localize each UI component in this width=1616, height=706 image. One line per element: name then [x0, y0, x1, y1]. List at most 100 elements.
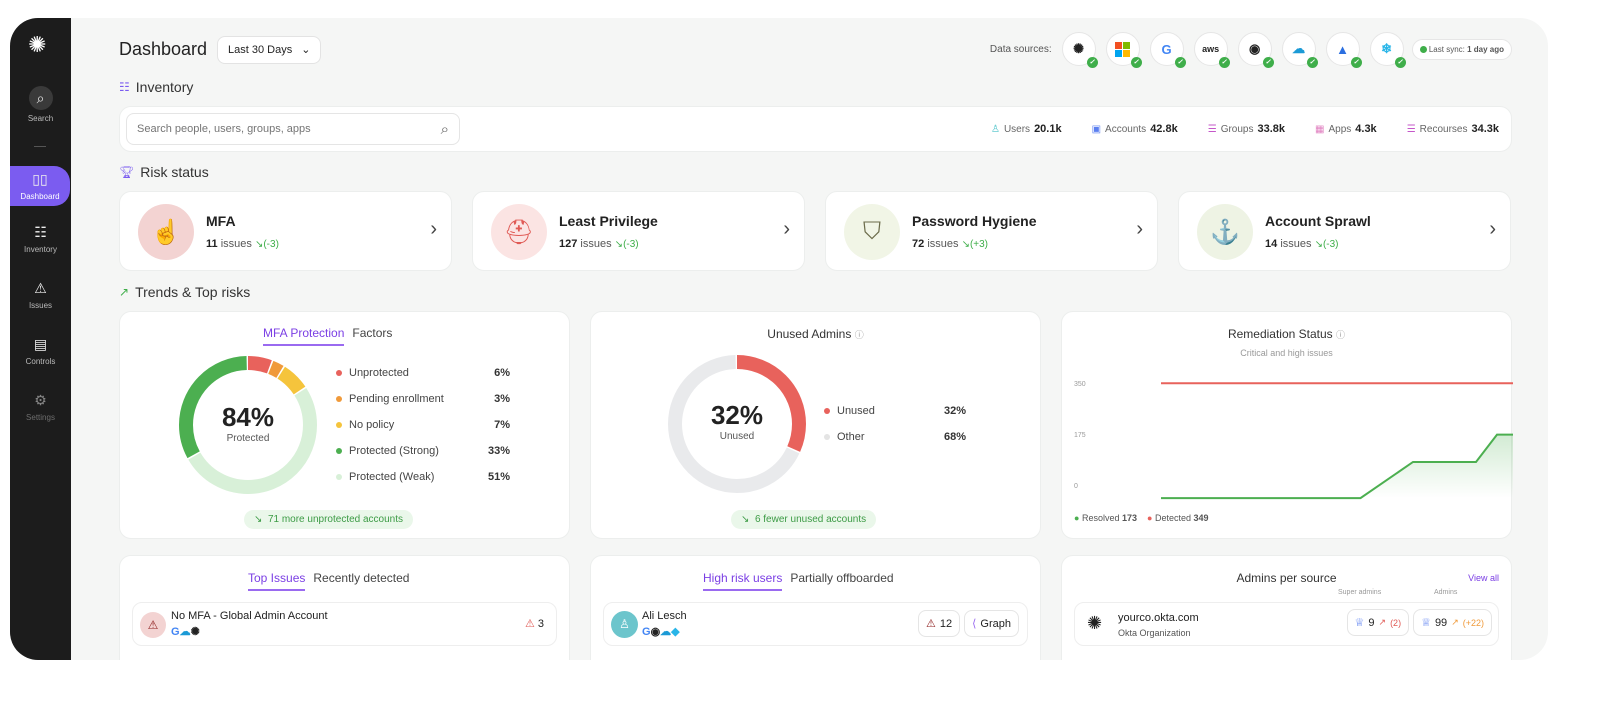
risk-title: Account Sprawl: [1265, 213, 1371, 229]
admins-badge[interactable]: ♕ 99 ↗ (+22): [1413, 609, 1492, 636]
donut-slice-unused[interactable]: [668, 355, 806, 493]
super-admins-badge[interactable]: ♕ 9 ↗ (2): [1346, 609, 1410, 636]
delta: (-3): [1322, 239, 1339, 250]
sidebar-item-controls[interactable]: ▤ Controls: [10, 336, 71, 366]
graph-button[interactable]: ⟨ Graph: [964, 610, 1019, 637]
account-icon: ▣: [1091, 123, 1102, 135]
okta-source-icon[interactable]: ✺ ✓: [1061, 32, 1098, 68]
inventory-stats: ♙ Users 20.1k ▣ Accounts 42.8k ☰ Groups 33.8k …: [991, 123, 1499, 135]
legend-dot-icon: [336, 396, 342, 402]
admins-per-source-card: Admins per source View all Super admins …: [1061, 555, 1512, 660]
gear-icon: ⚙: [34, 392, 47, 408]
legend-label: Pending enrollment: [349, 393, 444, 405]
info-icon[interactable]: ⓘ: [1336, 330, 1346, 340]
sidebar-item-settings[interactable]: ⚙ Settings: [10, 392, 71, 422]
card-subtitle: Critical and high issues: [1240, 348, 1333, 358]
legend-value: 32%: [943, 405, 966, 417]
stat-users[interactable]: ♙ Users 20.1k: [991, 123, 1062, 135]
stat-groups[interactable]: ☰ Groups 33.8k: [1208, 123, 1285, 135]
snowflake-source-icon[interactable]: ❄ ✓: [1369, 32, 1406, 68]
mfa-tabs: MFA Protection Factors: [263, 326, 392, 346]
shield-password-icon: ⛉: [844, 204, 900, 260]
graph-icon: ⟨: [972, 618, 977, 630]
crown-icon: ♕: [1354, 617, 1365, 629]
view-all-link[interactable]: View all: [1468, 573, 1499, 583]
user-row[interactable]: ♙ Ali Lesch G◉☁◆ ⚠ 12 ⟨ Graph: [603, 602, 1028, 646]
donut-slice-unprotected[interactable]: [179, 356, 317, 494]
tab-factors[interactable]: Factors: [352, 326, 393, 340]
sidebar-item-search[interactable]: ⌕ Search: [10, 86, 71, 123]
delta: (-3): [263, 239, 279, 250]
issues-badge[interactable]: ⚠ 12: [918, 610, 961, 637]
legend-item: Other 68%: [824, 424, 966, 450]
tab-mfa-protection[interactable]: MFA Protection: [263, 326, 345, 346]
search-icon[interactable]: ⌕: [440, 120, 449, 138]
tab-partially-offboarded[interactable]: Partially offboarded: [790, 571, 894, 585]
crown-icon: ♕: [1421, 617, 1431, 629]
sidebar-item-issues[interactable]: ⚠ Issues: [10, 280, 71, 310]
divider: [34, 146, 46, 147]
sidebar-item-inventory[interactable]: ☷ Inventory: [10, 224, 71, 254]
document-icon: ▤: [33, 336, 48, 352]
donut-slice-protected-weak-[interactable]: [179, 356, 317, 494]
pill-text: 71 more unprotected accounts: [267, 514, 404, 525]
delta: (-3): [623, 239, 639, 250]
tab-recently-detected[interactable]: Recently detected: [313, 571, 410, 585]
admin-source-row[interactable]: ✺ yourco.okta.com Okta Organization ♕ 9 ↗(…: [1074, 602, 1499, 646]
mfa-legend: Unprotected 6% Pending enrollment 3% No poli…: [336, 360, 510, 490]
risk-title: Least Privilege: [559, 213, 658, 229]
donut-center: 32% Unused: [667, 400, 807, 442]
stat-resources[interactable]: ☰ Recourses 34.3k: [1407, 123, 1499, 135]
search-field[interactable]: [137, 123, 441, 135]
risk-card-account-sprawl[interactable]: ⚓ Account Sprawl 14 issues ↘(-3) ›: [1178, 191, 1511, 271]
risk-title: Password Hygiene: [912, 213, 1037, 229]
sidebar-item-dashboard[interactable]: ▯▯ Dashboard: [10, 166, 70, 206]
center-value: 84%: [221, 402, 275, 432]
legend-value: 51%: [487, 471, 510, 483]
unused-legend: Unused 32% Other 68%: [824, 398, 966, 450]
stat-value: 33.8k: [1257, 123, 1286, 135]
risk-count: 72 issues ↘(+3): [912, 238, 988, 250]
label: Dashboard: [20, 192, 60, 201]
risk-count: 127 issues ↘(-3): [559, 238, 639, 250]
user-icon: ♙: [990, 123, 1000, 135]
risk-card-password-hygiene[interactable]: ⛉ Password Hygiene 72 issues ↘(+3) ›: [825, 191, 1158, 271]
legend-label: Detected: [1154, 513, 1192, 523]
info-icon[interactable]: ⓘ: [854, 330, 864, 340]
stat-apps[interactable]: ▦ Apps 4.3k: [1315, 123, 1377, 135]
donut-slice-other[interactable]: [668, 355, 806, 493]
tab-top-issues[interactable]: Top Issues: [248, 571, 306, 591]
atlassian-source-icon[interactable]: ▲ ✓: [1325, 32, 1362, 68]
trophy-icon: 🏆︎: [119, 165, 135, 179]
issue-row[interactable]: ⚠ No MFA - Global Admin Account G☁✺ ⚠ 3: [132, 602, 557, 646]
legend-dot-icon: [824, 408, 830, 414]
label: Search: [27, 114, 54, 123]
microsoft-source-icon[interactable]: ✓: [1105, 32, 1142, 68]
salesforce-source-icon[interactable]: ☁ ✓: [1281, 32, 1318, 68]
page-title: Dashboard: [119, 39, 208, 59]
trend-up-icon: ↗: [1451, 617, 1459, 627]
stat-accounts[interactable]: ▣ Accounts 42.8k: [1092, 123, 1178, 135]
count: 127: [559, 238, 578, 250]
donut-slice-protected-strong-[interactable]: [179, 356, 317, 494]
aws-source-icon[interactable]: aws ✓: [1193, 32, 1230, 68]
tab-high-risk-users[interactable]: High risk users: [703, 571, 783, 591]
risk-count: 14 issues ↘(-3): [1265, 238, 1339, 250]
legend-dot-icon: [336, 474, 342, 480]
count: 9: [1368, 616, 1375, 629]
legend-resolved: ● Resolved 173: [1074, 513, 1138, 523]
trend-up-icon: ↗: [119, 285, 130, 299]
unit: issues: [220, 238, 252, 250]
google-source-icon[interactable]: G ✓: [1149, 32, 1186, 68]
github-source-icon[interactable]: ◉ ✓: [1237, 32, 1274, 68]
count: 72: [912, 238, 925, 250]
risk-card-least-privilege[interactable]: ⛑ Least Privilege 127 issues ↘(-3) ›: [472, 191, 805, 271]
risk-card-mfa[interactable]: ☝ MFA 11 issues ↘(-3) ›: [119, 191, 452, 271]
legend-item: Protected (Weak) 51%: [336, 464, 510, 490]
date-range-select[interactable]: Last 30 Days ⌄: [217, 36, 322, 64]
search-input[interactable]: ⌕: [126, 113, 460, 145]
pill-text: 6 fewer unused accounts: [754, 514, 867, 525]
series-line-resolved[interactable]: [1161, 433, 1513, 500]
count: 12: [939, 617, 953, 630]
